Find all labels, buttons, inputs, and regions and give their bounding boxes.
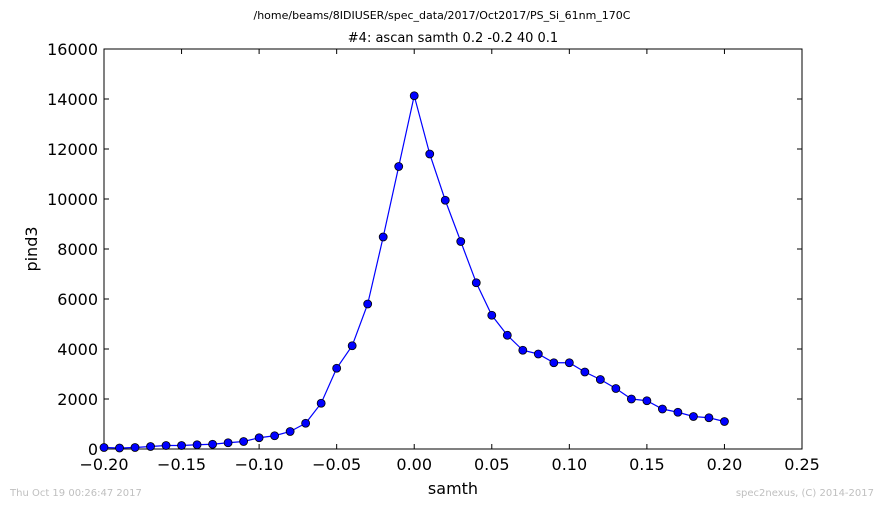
x-tick-label: 0.15: [629, 455, 665, 474]
x-axis-label: samth: [428, 479, 478, 498]
data-point: [704, 413, 714, 423]
footer-timestamp: Thu Oct 19 00:26:47 2017: [10, 488, 142, 499]
x-tick-label: 0.05: [474, 455, 510, 474]
data-point: [673, 407, 683, 417]
y-tick-label: 2000: [57, 390, 98, 409]
y-tick-label: 12000: [47, 140, 98, 159]
footer-credit: spec2nexus, (C) 2014-2017: [735, 488, 874, 499]
y-tick-label: 8000: [57, 240, 98, 259]
data-point: [239, 437, 249, 446]
data-point: [130, 443, 140, 452]
data-point: [394, 162, 404, 171]
data-point: [533, 349, 543, 359]
y-tick-label: 6000: [57, 290, 98, 309]
data-point: [270, 431, 280, 441]
y-tick-label: 16000: [47, 40, 98, 59]
x-tick-label: −0.10: [235, 455, 284, 474]
data-point: [316, 398, 326, 408]
y-tick-label: 10000: [47, 190, 98, 209]
data-point: [564, 358, 574, 368]
data-point: [689, 412, 698, 421]
data-point: [611, 384, 621, 393]
data-point: [409, 91, 419, 101]
data-point: [223, 438, 233, 448]
data-point: [285, 427, 295, 436]
data-point: [720, 417, 729, 426]
data-point: [471, 278, 481, 288]
data-point: [658, 404, 667, 414]
data-point: [595, 375, 605, 384]
data-point: [440, 195, 450, 205]
x-tick-label: −0.05: [312, 455, 361, 474]
series-markers: [99, 91, 729, 453]
data-point: [161, 441, 171, 450]
data-point: [115, 443, 124, 453]
data-point: [456, 237, 466, 246]
data-point: [378, 232, 388, 242]
data-point: [626, 394, 636, 404]
data-point: [347, 341, 357, 351]
y-tick-label: 4000: [57, 340, 98, 359]
x-tick-label: 0.25: [784, 455, 820, 474]
y-axis-label: pind3: [22, 226, 41, 271]
data-point: [301, 418, 311, 428]
data-point: [642, 396, 652, 406]
y-tick-label: 0: [88, 440, 98, 459]
x-tick-label: 0.00: [396, 455, 432, 474]
data-point: [549, 358, 559, 368]
figure-suptitle: /home/beams/8IDIUSER/spec_data/2017/Oct2…: [253, 9, 631, 22]
data-point: [192, 440, 202, 450]
x-axis: −0.20 −0.15 −0.10 −0.05 0.00 0.05 0.10 0.15 0.20…: [79, 49, 820, 474]
data-point: [502, 330, 512, 340]
chart-title: #4: ascan samth 0.2 -0.2 40 0.1: [347, 31, 559, 46]
data-point: [487, 310, 497, 320]
data-point: [208, 439, 217, 449]
data-point: [254, 433, 264, 443]
data-point: [99, 443, 109, 452]
data-point: [363, 299, 373, 309]
x-tick-label: −0.20: [79, 455, 128, 474]
y-axis: 0 2000 4000 6000 8000 10000 12000 14000 16000: [47, 40, 802, 459]
x-tick-label: 0.20: [707, 455, 743, 474]
x-tick-label: 0.10: [552, 455, 588, 474]
data-point: [580, 367, 590, 377]
data-point: [177, 441, 186, 450]
data-point: [518, 345, 528, 355]
y-tick-label: 14000: [47, 90, 98, 109]
data-point: [146, 442, 155, 451]
data-point: [425, 149, 435, 159]
data-point: [332, 363, 342, 373]
x-tick-label: −0.15: [157, 455, 206, 474]
plot-frame: [103, 48, 803, 450]
